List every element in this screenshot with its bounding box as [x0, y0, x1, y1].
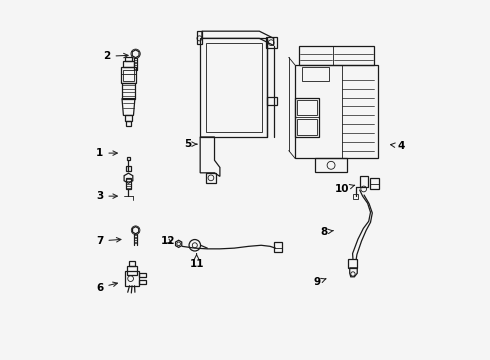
Bar: [127, 266, 137, 275]
Bar: [139, 280, 146, 284]
Text: 7: 7: [96, 236, 121, 246]
Bar: [295, 65, 378, 158]
Bar: [123, 70, 134, 81]
Bar: [121, 67, 136, 83]
Bar: [126, 157, 130, 160]
Text: 4: 4: [391, 141, 405, 151]
Bar: [139, 273, 146, 277]
Bar: [297, 100, 317, 116]
Bar: [125, 271, 139, 286]
Bar: [348, 259, 357, 268]
Text: 3: 3: [96, 191, 117, 201]
Bar: [125, 178, 131, 189]
Text: 11: 11: [189, 254, 204, 269]
Text: 5: 5: [184, 139, 197, 149]
Text: 9: 9: [313, 277, 326, 287]
Bar: [126, 121, 131, 126]
Bar: [122, 60, 134, 67]
Text: 6: 6: [96, 282, 118, 293]
Bar: [315, 158, 347, 172]
Bar: [297, 119, 317, 135]
Bar: [360, 176, 368, 187]
Bar: [205, 173, 216, 183]
Bar: [125, 57, 132, 60]
Bar: [266, 37, 276, 48]
Text: 1: 1: [96, 148, 117, 158]
Text: 10: 10: [335, 184, 355, 194]
Text: 8: 8: [320, 227, 333, 237]
Text: 2: 2: [103, 51, 128, 61]
Bar: [274, 242, 282, 252]
Bar: [196, 31, 202, 44]
Bar: [295, 98, 319, 137]
Bar: [370, 178, 379, 189]
Bar: [302, 67, 329, 81]
Text: 12: 12: [161, 236, 175, 246]
Bar: [299, 45, 374, 65]
Bar: [353, 194, 358, 199]
Bar: [267, 97, 277, 105]
Bar: [125, 166, 131, 171]
Bar: [122, 83, 135, 99]
Bar: [129, 261, 135, 266]
Bar: [125, 116, 132, 121]
